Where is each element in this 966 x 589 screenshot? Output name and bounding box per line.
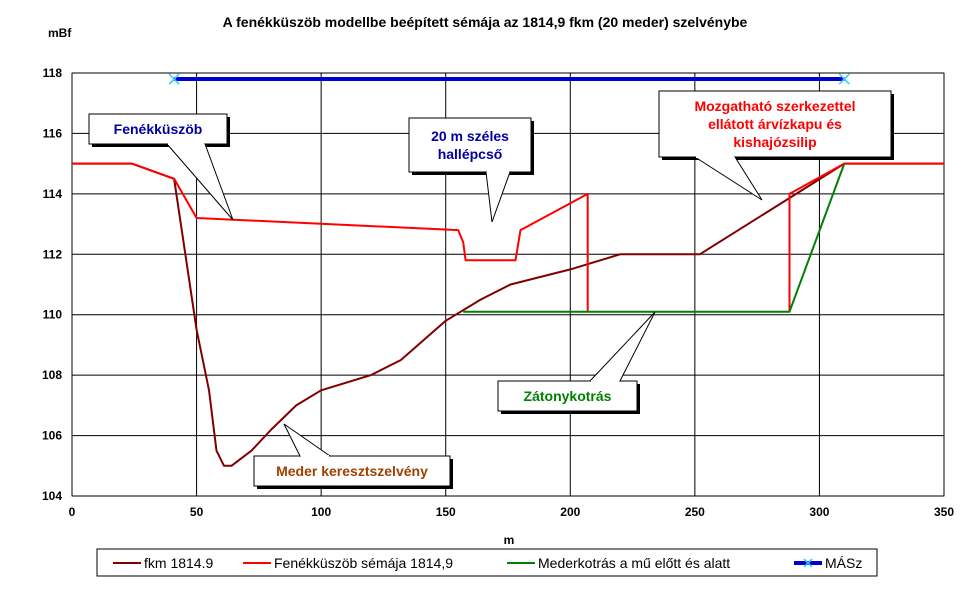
callout-text: Mozgatható szerkezettel <box>694 98 855 114</box>
masz-marker <box>168 73 180 85</box>
y-tick-labels: 104 106 108 110 112 114 116 118 <box>42 66 62 503</box>
callout-pointer <box>283 423 331 457</box>
chart-title: A fenékküszöb modellbe beépített sémája … <box>223 14 748 30</box>
legend-label: MÁSz <box>825 555 862 571</box>
annotations: Fenékküszöb 20 m széles hallépcső Mozgathat… <box>88 90 894 489</box>
callout-text: 20 m széles <box>431 128 509 144</box>
y-axis-label: mBf <box>48 26 72 40</box>
series-group <box>72 73 944 467</box>
callout-box <box>658 90 892 158</box>
y-tick-label: 106 <box>42 429 62 443</box>
callout-box <box>497 380 638 412</box>
legend: fkm 1814.9 Fenékküszöb sémája 1814,9 Meder… <box>113 555 862 571</box>
x-axis-label: m <box>504 533 515 547</box>
callout-text: hallépcső <box>438 146 503 162</box>
callout-text: ellátott árvízkapu és <box>708 116 842 132</box>
callout-box <box>88 113 228 145</box>
series-line-3 <box>463 163 846 313</box>
x-tick-labels: 0 50 100 150 200 250 300 350 <box>69 505 955 519</box>
y-tick-label: 114 <box>43 187 63 201</box>
callout-pointer <box>589 311 656 382</box>
y-tick-label: 110 <box>43 308 63 322</box>
callout-pointer <box>166 143 234 221</box>
legend-label: Fenékküszöb sémája 1814,9 <box>274 555 453 571</box>
x-tick-label: 350 <box>934 505 954 519</box>
callout-text: Fenékküszöb <box>114 121 203 137</box>
y-tick-label: 116 <box>43 126 63 140</box>
x-tick-label: 150 <box>436 505 456 519</box>
x-tick-label: 0 <box>69 505 76 519</box>
x-tick-label: 250 <box>685 505 705 519</box>
y-tick-label: 104 <box>42 489 62 503</box>
legend-box <box>96 548 878 577</box>
legend-label: fkm 1814.9 <box>144 555 213 571</box>
masz-marker <box>838 73 850 85</box>
callout-box <box>408 117 532 173</box>
series-line-1 <box>72 162 589 312</box>
x-tick-label: 100 <box>311 505 331 519</box>
callout-pointer <box>485 171 511 223</box>
y-tick-label: 118 <box>43 66 63 80</box>
legend-marker <box>803 558 813 568</box>
series-line-0 <box>72 162 944 467</box>
callout-text: Zátonykotrás <box>524 388 612 404</box>
y-tick-label: 108 <box>42 368 62 382</box>
callout-pointer <box>694 156 763 201</box>
callout-text: kishajózsilip <box>733 134 816 150</box>
callout-text: Meder keresztszelvény <box>276 463 428 479</box>
x-tick-label: 200 <box>560 505 580 519</box>
y-tick-label: 112 <box>43 247 63 261</box>
x-tick-label: 50 <box>190 505 204 519</box>
callout-box <box>253 455 451 487</box>
series-line-2 <box>788 162 944 312</box>
legend-label: Mederkotrás a mű előtt és alatt <box>538 555 730 571</box>
x-tick-label: 300 <box>809 505 829 519</box>
